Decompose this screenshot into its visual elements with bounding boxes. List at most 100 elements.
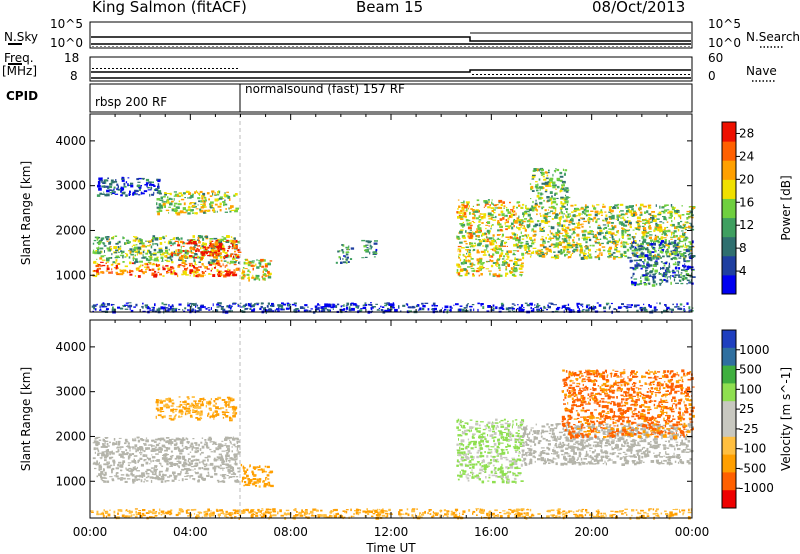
scatter-point <box>630 247 632 250</box>
scatter-point <box>557 222 560 225</box>
scatter-point <box>135 450 137 453</box>
scatter-point <box>583 237 586 241</box>
scatter-point <box>491 224 494 226</box>
scatter-point <box>160 253 164 256</box>
scatter-point <box>145 270 147 273</box>
scatter-point <box>678 211 680 213</box>
scatter-point <box>184 467 188 470</box>
scatter-point <box>588 238 592 242</box>
scatter-point <box>117 262 121 265</box>
scatter-point <box>465 259 468 262</box>
scatter-point <box>193 205 197 208</box>
scatter-point <box>510 267 513 270</box>
scatter-point <box>194 257 197 259</box>
scatter-point <box>689 222 693 224</box>
scatter-point <box>226 191 229 193</box>
scatter-point <box>494 250 496 252</box>
scatter-point <box>201 401 204 404</box>
scatter-point <box>93 239 97 242</box>
scatter-point <box>644 254 649 258</box>
scatter-point <box>489 259 491 262</box>
scatter-point <box>489 204 491 206</box>
scatter-point <box>574 226 578 228</box>
scatter-point <box>351 307 355 311</box>
scatter-point <box>531 241 536 243</box>
scatter-point <box>135 475 140 477</box>
scatter-point <box>154 257 158 260</box>
scatter-point <box>456 269 459 272</box>
scatter-point <box>156 308 158 311</box>
scatter-point <box>218 408 222 410</box>
scatter-point <box>457 208 459 210</box>
scatter-point <box>120 245 122 248</box>
scatter-point <box>241 276 244 279</box>
scatter-point <box>217 249 221 252</box>
scatter-point <box>317 303 319 306</box>
scatter-point <box>490 429 492 432</box>
scatter-point <box>154 477 159 480</box>
scatter-point <box>472 211 476 213</box>
scatter-point <box>111 450 113 452</box>
scatter-point <box>197 191 199 194</box>
scatter-point <box>506 208 509 212</box>
scatter-point <box>491 201 493 205</box>
scatter-point <box>484 232 486 235</box>
scatter-point <box>189 269 194 272</box>
scatter-point <box>686 260 691 262</box>
scatter-point <box>125 449 128 452</box>
scatter-point <box>139 457 143 460</box>
scatter-point <box>162 267 166 271</box>
scatter-point <box>554 254 556 258</box>
scatter-point <box>119 465 121 468</box>
scatter-point <box>679 225 682 227</box>
scatter-point <box>487 305 491 308</box>
scatter-point <box>217 198 220 201</box>
scatter-point <box>207 413 210 415</box>
scatter-point <box>565 307 570 309</box>
scatter-point <box>674 226 678 230</box>
scatter-point <box>267 262 271 266</box>
scatter-point <box>664 274 667 278</box>
scatter-point <box>528 210 530 213</box>
scatter-point <box>192 242 197 245</box>
scatter-point <box>685 270 688 273</box>
scatter-point <box>197 479 200 482</box>
scatter-point <box>251 309 255 313</box>
scatter-point <box>473 214 476 217</box>
scatter-point <box>256 259 259 261</box>
scatter-point <box>408 306 412 309</box>
scatter-point <box>594 240 597 243</box>
scatter-point <box>103 185 106 188</box>
scatter-point <box>600 232 604 234</box>
scatter-point <box>164 241 166 243</box>
scatter-point <box>623 305 626 308</box>
scatter-point <box>538 196 542 200</box>
scatter-point <box>513 304 516 306</box>
scatter-point <box>171 261 174 264</box>
scatter-point <box>646 247 649 249</box>
scatter-point <box>120 469 123 472</box>
scatter-point <box>157 309 160 312</box>
scatter-point <box>633 259 638 262</box>
scatter-point <box>252 262 255 264</box>
scatter-point <box>380 309 384 312</box>
scatter-point <box>162 264 164 267</box>
scatter-point <box>477 262 480 265</box>
scatter-point <box>226 194 229 197</box>
scatter-point <box>607 250 612 253</box>
scatter-point <box>584 256 588 259</box>
scatter-point <box>112 263 114 265</box>
scatter-point <box>262 277 266 280</box>
scatter-point <box>174 193 179 196</box>
scatter-point <box>520 445 523 447</box>
scatter-point <box>530 309 535 313</box>
scatter-point <box>539 227 542 231</box>
scatter-point <box>605 214 608 217</box>
scatter-point <box>627 208 630 212</box>
scatter-point <box>556 197 559 199</box>
scatter-point <box>549 177 554 180</box>
scatter-point <box>573 250 577 252</box>
scatter-point <box>188 192 191 195</box>
scatter-point <box>659 278 663 281</box>
scatter-point <box>192 202 195 204</box>
